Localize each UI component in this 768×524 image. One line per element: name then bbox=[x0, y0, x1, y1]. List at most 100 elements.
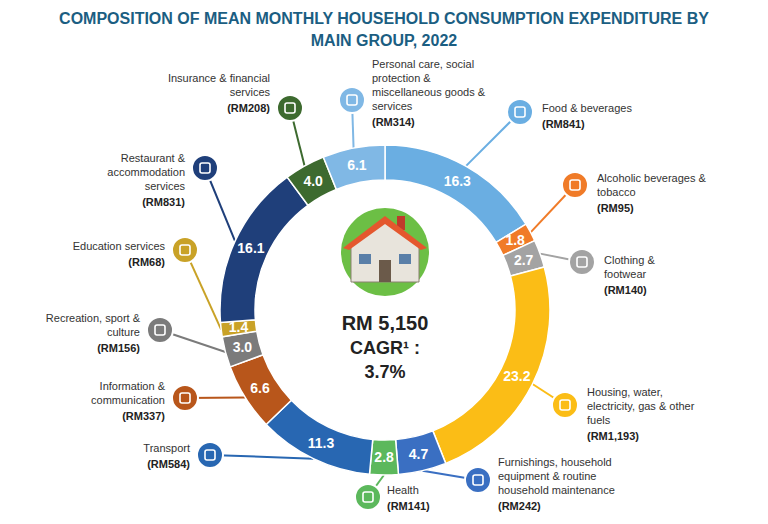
category-label-line: services bbox=[230, 86, 271, 98]
category-label: Insurance & financial services bbox=[168, 72, 271, 98]
category-label: Health bbox=[387, 484, 419, 496]
amount-label: (RM337) bbox=[122, 410, 165, 422]
slice bbox=[396, 431, 446, 475]
value-label: 16.1 bbox=[237, 240, 264, 256]
value-label: 16.3 bbox=[444, 173, 471, 189]
icon-glyph bbox=[363, 492, 373, 502]
value-label: 1.8 bbox=[505, 232, 525, 248]
icon-circle bbox=[192, 155, 218, 181]
amount-label: (RM140) bbox=[604, 284, 647, 296]
category-label: Furnishings, household equipment & routin… bbox=[498, 456, 615, 496]
category-label-line: electricity, gas & other bbox=[587, 400, 695, 412]
amount-label: (RM208) bbox=[227, 102, 270, 114]
leaders bbox=[160, 100, 582, 497]
icon bbox=[507, 99, 533, 125]
category-label: Clothing &footwear bbox=[604, 254, 655, 280]
center-text: CAGR¹ : bbox=[350, 338, 420, 358]
icon bbox=[465, 467, 491, 493]
category-label: Restaurant &accommodationservices bbox=[107, 152, 185, 192]
value-label: 11.3 bbox=[308, 435, 335, 451]
amount-label: (RM95) bbox=[597, 202, 634, 214]
category-labels: Food & beverages(RM841)Alcoholic beverag… bbox=[46, 58, 707, 512]
category-label: Food & beverages bbox=[542, 102, 632, 114]
icon-glyph bbox=[155, 325, 165, 335]
amount-label: (RM242) bbox=[498, 500, 541, 512]
icon-circle bbox=[172, 385, 198, 411]
category-label-line: Transport bbox=[143, 442, 190, 454]
slice bbox=[220, 177, 308, 322]
amount-label: (RM141) bbox=[387, 500, 430, 512]
amount-label: (RM314) bbox=[372, 116, 415, 128]
icon bbox=[172, 237, 198, 263]
category-label-line: protection & bbox=[372, 72, 431, 84]
value-label: 4.7 bbox=[409, 446, 429, 462]
icon bbox=[569, 249, 595, 275]
value-label: 4.0 bbox=[303, 173, 323, 189]
house bbox=[343, 216, 427, 282]
category-label-line: Alcoholic beverages & bbox=[597, 172, 707, 184]
category-label-line: Information & bbox=[100, 380, 166, 392]
icon-glyph bbox=[180, 245, 190, 255]
icon-circle bbox=[507, 99, 533, 125]
icon-glyph bbox=[205, 450, 215, 460]
value-label: 3.0 bbox=[233, 339, 253, 355]
house-window bbox=[359, 254, 371, 264]
icon-circle bbox=[339, 87, 365, 113]
category-label-line: footwear bbox=[604, 268, 647, 280]
icon-glyph bbox=[285, 103, 295, 113]
house-body bbox=[351, 222, 419, 282]
value-label: 6.6 bbox=[250, 380, 270, 396]
category-label-line: Health bbox=[387, 484, 419, 496]
category-label-line: Furnishings, household bbox=[498, 456, 612, 468]
value-label: 1.4 bbox=[229, 319, 249, 335]
icon-circle bbox=[562, 172, 588, 198]
icon-circle bbox=[147, 317, 173, 343]
category-label-line: tobacco bbox=[597, 186, 636, 198]
category-label-line: Restaurant & bbox=[121, 152, 186, 164]
category-label-line: culture bbox=[107, 326, 140, 338]
category-label: Alcoholic beverages & tobacco bbox=[597, 172, 707, 198]
icon-glyph bbox=[560, 400, 570, 410]
icon bbox=[147, 317, 173, 343]
icon-circle bbox=[355, 484, 381, 510]
value-label: 2.8 bbox=[374, 449, 394, 465]
category-label-line: communication bbox=[91, 394, 165, 406]
category-label: Recreation, sport & culture bbox=[46, 312, 141, 338]
icon-glyph bbox=[180, 393, 190, 403]
category-label-line: household maintenance bbox=[498, 484, 615, 496]
title-group: COMPOSITION OF MEAN MONTHLY HOUSEHOLD CO… bbox=[59, 10, 709, 49]
slice bbox=[230, 355, 291, 425]
icon-circle bbox=[172, 237, 198, 263]
category-label-line: services bbox=[372, 100, 413, 112]
icon bbox=[355, 484, 381, 510]
category-label: Transport bbox=[143, 442, 190, 454]
icon bbox=[552, 392, 578, 418]
house-roof bbox=[343, 216, 427, 250]
ring: 16.31.82.723.24.72.811.36.63.01.416.14.0… bbox=[220, 145, 550, 475]
category-label-line: Insurance & financial bbox=[168, 72, 270, 84]
category-label: Housing, water,electricity, gas & otherf… bbox=[587, 386, 695, 426]
icon-glyph bbox=[515, 107, 525, 117]
icon bbox=[197, 442, 223, 468]
category-label-line: Education services bbox=[73, 240, 166, 252]
category-label-line: Recreation, sport & bbox=[46, 312, 141, 324]
title: COMPOSITION OF MEAN MONTHLY HOUSEHOLD CO… bbox=[59, 10, 709, 49]
title-line: COMPOSITION OF MEAN MONTHLY HOUSEHOLD CO… bbox=[59, 10, 709, 27]
chart: COMPOSITION OF MEAN MONTHLY HOUSEHOLD CO… bbox=[0, 0, 768, 524]
icon-glyph bbox=[347, 95, 357, 105]
center-text: RM 5,150 bbox=[342, 312, 429, 334]
category-label-line: accommodation bbox=[107, 166, 185, 178]
value-label: 6.1 bbox=[347, 157, 367, 173]
icon-glyph bbox=[473, 475, 483, 485]
amount-label: (RM1,193) bbox=[587, 430, 639, 442]
amount-label: (RM68) bbox=[128, 256, 165, 268]
category-label: Information & communication bbox=[91, 380, 166, 406]
value-label: 2.7 bbox=[514, 252, 534, 268]
icon bbox=[172, 385, 198, 411]
category-label-line: Food & beverages bbox=[542, 102, 632, 114]
category-label-line: equipment & routine bbox=[498, 470, 596, 482]
center-green bbox=[341, 208, 429, 296]
center-text: 3.7% bbox=[364, 362, 405, 382]
slice bbox=[323, 145, 385, 189]
category-label: Education services bbox=[73, 240, 166, 252]
